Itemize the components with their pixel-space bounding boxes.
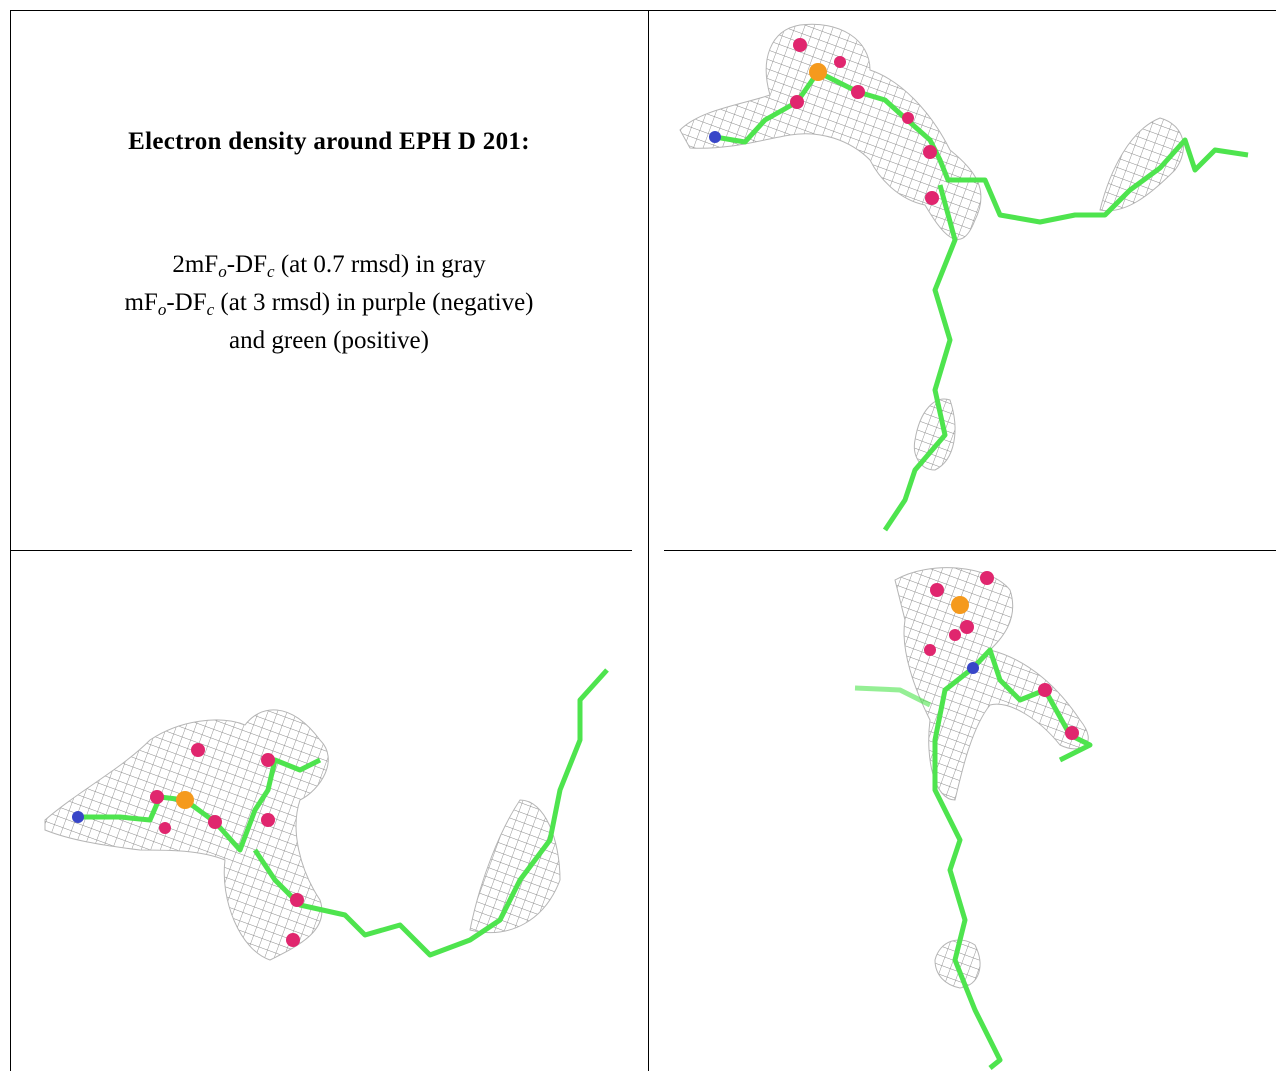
caption-text: 2mF <box>172 251 218 278</box>
caption-text: (at 3 rmsd) in purple (negative) <box>214 289 533 316</box>
figure-panels <box>0 0 1276 1071</box>
table-grid <box>10 10 1276 1071</box>
caption-line: mFo-DFc (at 3 rmsd) in purple (negative) <box>10 284 648 322</box>
molecule-view-2 <box>45 670 607 960</box>
caption-text: mF <box>124 289 157 316</box>
caption-line: 2mFo-DFc (at 0.7 rmsd) in gray <box>10 246 648 284</box>
caption-text: (at 0.7 rmsd) in gray <box>275 251 486 278</box>
caption-title: Electron density around EPH D 201: <box>10 128 648 156</box>
caption-text: -DF <box>166 289 206 316</box>
caption-text: and green (positive) <box>229 327 429 354</box>
caption-subscript: o <box>218 262 227 281</box>
figure-page: Electron density around EPH D 201: 2mFo-… <box>0 0 1276 1071</box>
caption-line: and green (positive) <box>10 322 648 360</box>
molecule-view-1 <box>680 24 1248 530</box>
molecule-view-3 <box>855 568 1090 1068</box>
caption-subscript: c <box>267 262 275 281</box>
caption-text: -DF <box>227 251 267 278</box>
